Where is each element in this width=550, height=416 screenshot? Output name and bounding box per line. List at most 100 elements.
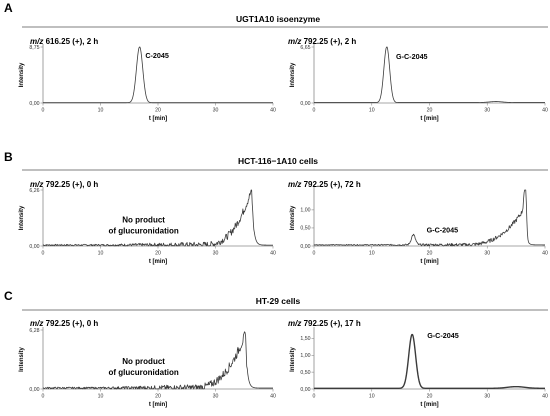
chart-title: m/z 792.25 (+), 0 h [30,319,98,328]
x-tick-label: 0 [313,108,316,114]
chart-title-mz: m/z [288,180,301,189]
x-tick-label: 0 [42,394,45,400]
y-tick-label: 6,28 [29,328,39,334]
x-tick-label: 20 [427,251,433,257]
chart-title: m/z 792.25 (+), 72 h [288,180,361,189]
y-tick-label: 1,50 [300,336,310,342]
chart-title-rest: 792.25 (+), 0 h [43,180,98,189]
x-tick-label: 40 [270,251,276,257]
y-tick-label: 0,00 [29,101,39,107]
x-tick-label: 30 [484,394,490,400]
peak-label: C-2045 [145,51,169,60]
x-tick-label: 40 [542,251,548,257]
peak-label: G-C-2045 [396,52,428,61]
x-tick-label: 20 [155,108,161,114]
chart-title-mz: m/z [288,37,301,46]
panel-c-letter: C [4,289,13,303]
panel-b-title: HCT-116−1A10 cells [238,156,318,166]
chart-title-rest: 792.25 (+), 17 h [301,319,360,328]
x-axis-label: t [min] [149,116,167,122]
x-tick-label: 40 [542,394,548,400]
series-trace [313,333,546,390]
chart-2: m/z 792.25 (+), 2 h 0 10 20 30 40 0,00 6,65 t [m… [288,37,548,122]
chart-title: m/z 792.25 (+), 17 h [288,319,361,328]
y-axis-label: Intensity [19,62,25,87]
x-tick-label: 20 [155,394,161,400]
peak-label: G-C-2045 [427,225,459,234]
chart-title: m/z 792.25 (+), 0 h [30,180,98,189]
y-tick-label: 6,65 [300,45,310,51]
chart-title: m/z 792.25 (+), 2 h [288,37,356,46]
series-trace [313,189,545,247]
chart-3: m/z 792.25 (+), 0 h 0 10 20 30 40 0,00 6,26 t [m… [19,180,276,265]
x-tick-label: 20 [427,394,433,400]
x-tick-label: 30 [484,251,490,257]
y-tick-label: 0,00 [29,244,39,250]
x-tick-label: 10 [98,108,104,114]
chart-6: m/z 792.25 (+), 17 h 0 10 20 30 40 0,00 0,50 1,0… [288,319,548,408]
series-trace [42,331,273,390]
y-tick-label: 0,50 [300,370,310,376]
y-tick-label: 0,00 [300,387,310,393]
x-tick-label: 30 [213,108,219,114]
panel-b-letter: B [4,150,13,164]
y-axis-label: Intensity [290,347,296,372]
chart-title-mz: m/z [288,319,301,328]
y-tick-label: 0,00 [29,387,39,393]
chart-title-rest: 792.25 (+), 0 h [43,319,98,328]
chart-title-rest: 792.25 (+), 2 h [301,37,356,46]
x-tick-label: 40 [542,108,548,114]
x-axis-label: t [min] [420,402,438,408]
x-tick-label: 30 [213,251,219,257]
x-tick-label: 20 [427,108,433,114]
chart-title-rest: 616.25 (+), 2 h [43,37,98,46]
chart-title-rest: 792.25 (+), 72 h [301,180,360,189]
y-tick-label: 8,75 [29,45,39,51]
y-axis-label: Intensity [290,205,296,230]
x-tick-label: 30 [213,394,219,400]
annotation-line-1: No product [122,357,165,366]
x-axis-label: t [min] [420,116,438,122]
panel-a-letter: A [4,1,13,15]
chart-5: m/z 792.25 (+), 0 h 0 10 20 30 40 0,00 6,28 t [m… [19,319,276,408]
series-trace [43,46,273,104]
chart-4: m/z 792.25 (+), 72 h 0 10 20 30 40 0,00 0,50 1,0… [288,180,548,265]
x-tick-label: 30 [484,108,490,114]
x-tick-label: 0 [42,251,45,257]
series-trace [314,46,545,103]
x-tick-label: 10 [98,394,104,400]
charts-group: m/z 616.25 (+), 2 h 0 10 20 30 40 0,00 8,75 t [m… [19,37,548,408]
annotation-line-2: of glucuronidation [109,226,179,235]
x-tick-label: 10 [369,108,375,114]
x-tick-label: 20 [155,251,161,257]
x-tick-label: 0 [313,394,316,400]
chart-title-mz: m/z [30,180,43,189]
panel-a-title: UGT1A10 isoenzyme [236,14,320,24]
x-tick-label: 10 [98,251,104,257]
y-tick-label: 0,00 [300,101,310,107]
annotation-line-1: No product [122,215,165,224]
chart-1: m/z 616.25 (+), 2 h 0 10 20 30 40 0,00 8,75 t [m… [19,37,276,122]
x-axis-label: t [min] [149,402,167,408]
x-tick-label: 10 [369,394,375,400]
y-tick-label: 0,50 [300,226,310,232]
x-axis-label: t [min] [149,259,167,265]
x-tick-label: 0 [42,108,45,114]
y-axis-label: Intensity [19,347,25,372]
x-axis-label: t [min] [420,259,438,265]
chart-title: m/z 616.25 (+), 2 h [30,37,98,46]
chart-title-mz: m/z [30,319,43,328]
x-tick-label: 10 [369,251,375,257]
y-axis-label: Intensity [19,205,25,230]
y-axis-label: Intensity [290,62,296,87]
x-tick-label: 40 [270,394,276,400]
panel-c-title: HT-29 cells [256,296,301,306]
chart-title-mz: m/z [30,37,43,46]
y-tick-label: 1,00 [300,208,310,214]
peak-label: G-C-2045 [427,331,459,340]
series-trace [42,189,274,247]
x-tick-label: 40 [270,108,276,114]
y-tick-label: 1,00 [300,353,310,359]
y-tick-label: 6,26 [29,188,39,194]
